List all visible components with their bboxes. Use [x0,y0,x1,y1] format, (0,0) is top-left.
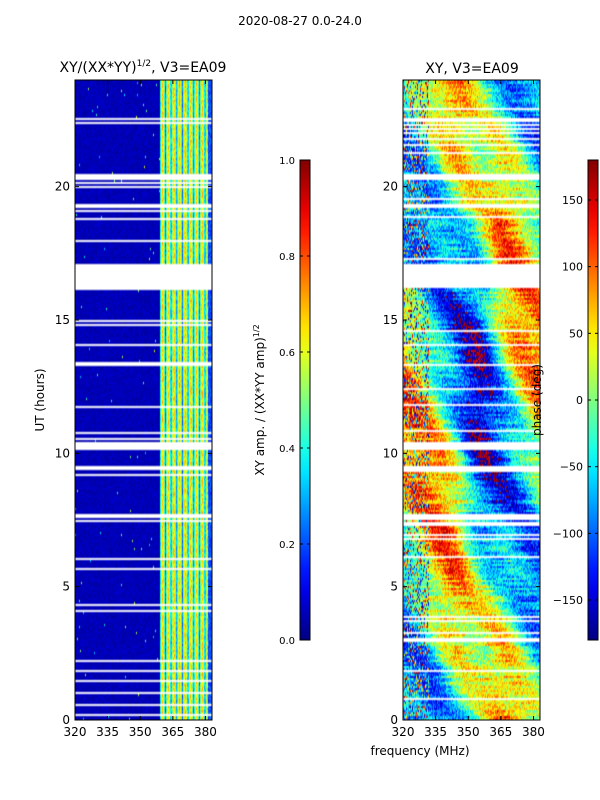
cb-tick-label-1: 100 [562,261,583,274]
phase-heatmap [403,80,540,720]
cb-tick-label-3: 0.6 [279,348,295,359]
x-tick-label-350: 350 [457,725,480,739]
figure-suptitle: 2020-08-27 0.0-24.0 [238,14,362,28]
phase-axes-frame [402,79,541,721]
amp-colorbar-frame [299,159,311,641]
cb-tick-label-2: 0.4 [279,444,295,455]
cb-tick-label-4: −50 [560,461,583,474]
amp-colorbar-ticks: 0.0 0.2 0.4 0.6 0.8 1.0 [279,156,310,647]
cb-tick-label-6: −150 [553,594,583,607]
amp-colorbar-gradient [300,160,310,640]
amp-axis-ticks: 320 335 350 365 380 0 5 10 15 20 [55,80,217,739]
y-tick-label-0: 0 [62,713,70,727]
cb-tick-label-5: −100 [553,527,583,540]
x-tick-label-335: 335 [424,725,447,739]
phase-title: XY, V3=EA09 [425,61,519,77]
amp-colorbar-label: XY amp. / (XX*YY amp)1/2 [252,324,267,475]
x-tick-label-350: 350 [129,725,152,739]
cb-tick-label-2: 50 [569,327,583,340]
cb-tick-label-0: 0.0 [279,636,295,647]
phase-colorbar-label: phase (deg) [530,364,544,436]
x-tick-label-380: 380 [522,725,545,739]
y-tick-label-10: 10 [55,446,70,460]
y-tick-label-5: 5 [390,580,398,594]
amp-heatmap [75,80,212,720]
y-tick-label-5: 5 [62,580,70,594]
x-tick-label-320: 320 [64,725,87,739]
phase-axis-ticks: 320 335 350 365 380 0 5 10 15 20 [383,80,545,739]
y-tick-label-0: 0 [390,713,398,727]
panel-amplitude: XY/(XX*YY)1/2, V3=EA09 320 335 350 365 380 0 5… [33,59,226,739]
amp-colorbar: 0.0 0.2 0.4 0.6 0.8 1.0 XY amp. / (XX*YY amp)… [252,156,311,647]
amp-ylabel: UT (hours) [33,368,47,431]
y-tick-label-15: 15 [383,313,398,327]
x-tick-label-365: 365 [489,725,512,739]
y-tick-label-10: 10 [383,446,398,460]
cb-tick-label-3: 0 [576,394,583,407]
cb-tick-label-5: 1.0 [279,156,295,167]
y-tick-label-20: 20 [55,180,70,194]
x-tick-label-365: 365 [161,725,184,739]
y-tick-label-20: 20 [383,180,398,194]
panel-phase: XY, V3=EA09 320 335 350 365 380 0 5 10 15 20 [383,61,545,739]
x-tick-label-320: 320 [392,725,415,739]
amp-title: XY/(XX*YY)1/2, V3=EA09 [60,59,227,76]
y-tick-label-15: 15 [55,313,70,327]
amp-axes-frame [74,79,213,721]
shared-xlabel: frequency (MHz) [370,744,469,758]
phase-colorbar: 150 100 50 0 −50 −100 −150 phase (deg) [530,159,599,641]
cb-tick-label-1: 0.2 [279,540,295,551]
cb-tick-label-0: 150 [562,194,583,207]
x-tick-label-335: 335 [96,725,119,739]
phase-colorbar-gradient [588,160,598,640]
cb-tick-label-4: 0.8 [279,252,295,263]
x-tick-label-380: 380 [194,725,217,739]
phase-colorbar-ticks: 150 100 50 0 −50 −100 −150 [553,194,598,607]
